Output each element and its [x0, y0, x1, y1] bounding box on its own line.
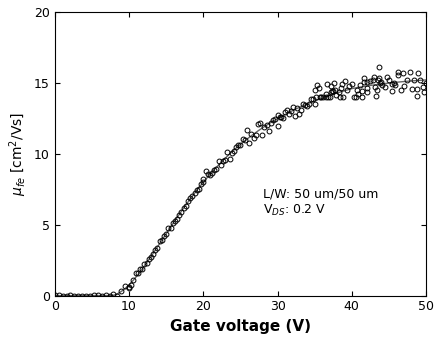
Text: L/W: 50 um/50 um
V$_{DS}$: 0.2 V: L/W: 50 um/50 um V$_{DS}$: 0.2 V [263, 188, 378, 218]
Y-axis label: $\mu_{fe}$ [cm$^2$/Vs]: $\mu_{fe}$ [cm$^2$/Vs] [7, 112, 29, 196]
X-axis label: Gate voltage (V): Gate voltage (V) [170, 319, 311, 334]
